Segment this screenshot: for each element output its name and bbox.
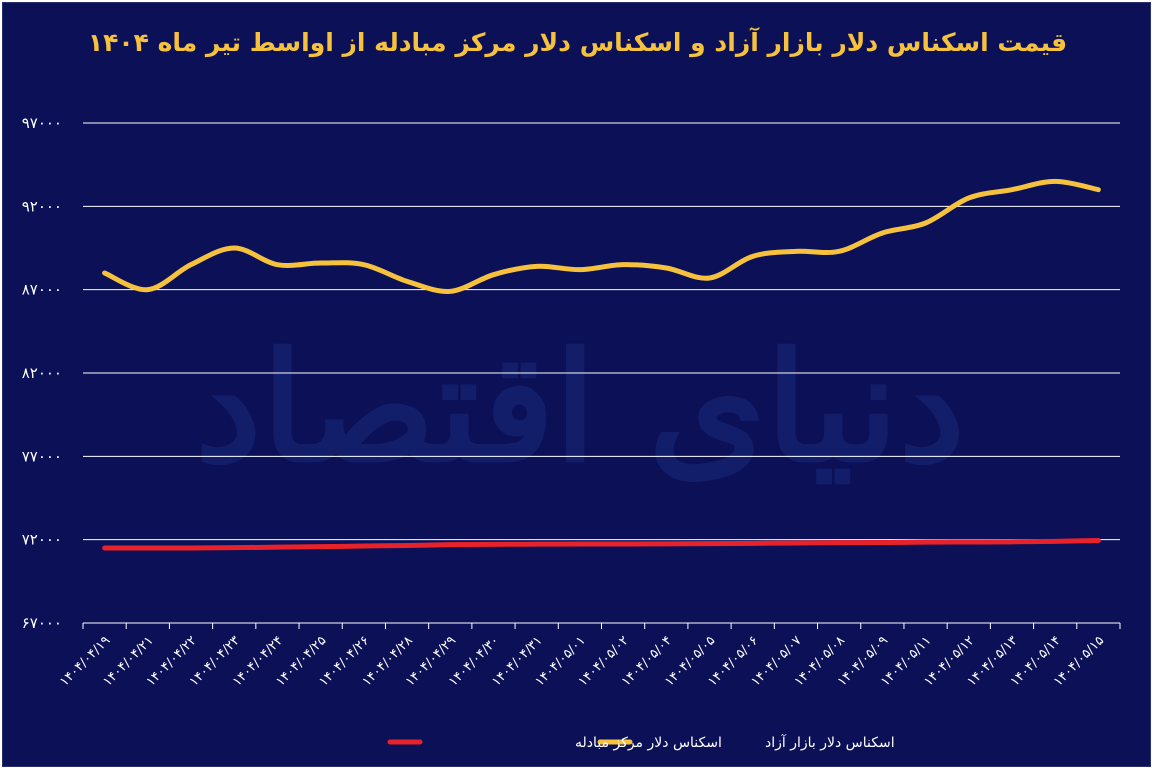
data-point	[966, 540, 971, 544]
data-point	[750, 254, 755, 259]
data-point	[880, 231, 885, 235]
data-point	[102, 546, 107, 550]
data-point	[448, 289, 453, 294]
data-point	[1096, 538, 1101, 543]
data-point	[189, 546, 194, 550]
watermark: دنیای اقتصاد	[195, 320, 965, 496]
y-tick-label: ۷۲۰۰۰	[22, 531, 62, 549]
data-point	[1009, 187, 1014, 192]
data-point	[448, 542, 453, 547]
data-point	[577, 267, 582, 272]
legend: اسکناس دلار بازار آزاد اسکناس دلار مرکز م…	[387, 734, 895, 751]
data-point	[1009, 539, 1014, 544]
data-point	[621, 262, 626, 267]
data-point	[923, 540, 928, 545]
x-axis-ticks: ۱۴۰۴/۰۴/۱۹۱۴۰۴/۰۴/۲۱۱۴۰۴/۰۴/۲۲۱۴۰۴/۰۴/۲۳…	[57, 623, 1121, 690]
data-point	[534, 542, 539, 547]
data-point	[837, 540, 842, 545]
data-point	[189, 262, 194, 267]
data-point	[361, 262, 366, 267]
data-point	[880, 540, 885, 545]
data-point	[966, 196, 971, 200]
data-point	[405, 279, 410, 284]
data-point	[405, 543, 410, 548]
series-layer	[102, 178, 1101, 551]
y-tick-label: ۷۷۰۰۰	[22, 447, 62, 465]
series-line-0	[102, 538, 1101, 551]
y-tick-label: ۹۲۰۰۰	[22, 197, 62, 215]
data-point	[750, 541, 755, 546]
data-point	[664, 266, 669, 270]
data-point	[707, 541, 712, 546]
y-tick-label: ۸۲۰۰۰	[22, 364, 62, 382]
data-point	[664, 541, 669, 546]
data-point	[577, 542, 582, 546]
data-point	[793, 249, 798, 254]
data-point	[491, 272, 496, 277]
data-point	[145, 546, 150, 550]
y-tick-label: ۹۷۰۰۰	[22, 114, 62, 132]
data-point	[491, 542, 496, 547]
data-point	[1053, 179, 1058, 184]
y-tick-label: ۶۷۰۰۰	[22, 614, 62, 632]
chart-title: قیمت اسکناس دلار بازار آزاد و اسکناس دلا…	[87, 28, 1068, 57]
data-point	[275, 545, 280, 550]
y-tick-label: ۸۷۰۰۰	[22, 281, 62, 299]
legend-label: اسکناس دلار مرکز مبادله	[575, 735, 722, 751]
data-point	[318, 544, 323, 549]
data-point	[318, 261, 323, 265]
data-point	[145, 287, 150, 292]
data-point	[232, 545, 237, 550]
legend-label: اسکناس دلار بازار آزاد	[765, 734, 895, 751]
data-point	[232, 246, 237, 250]
data-point	[837, 249, 842, 254]
data-point	[102, 271, 107, 275]
y-axis-ticks: ۶۷۰۰۰ ۷۲۰۰۰ ۷۷۰۰۰ ۸۲۰۰۰ ۸۷۰۰۰ ۹۲۰۰۰ ۹۷۰۰۰	[22, 114, 62, 632]
data-point	[923, 221, 928, 225]
data-point	[707, 276, 712, 280]
data-point	[1053, 539, 1058, 544]
series-line-1	[102, 178, 1101, 294]
data-point	[361, 544, 366, 548]
data-point	[534, 264, 539, 269]
data-point	[621, 542, 626, 546]
data-point	[793, 541, 798, 545]
data-point	[1096, 187, 1101, 192]
data-point	[275, 262, 280, 267]
